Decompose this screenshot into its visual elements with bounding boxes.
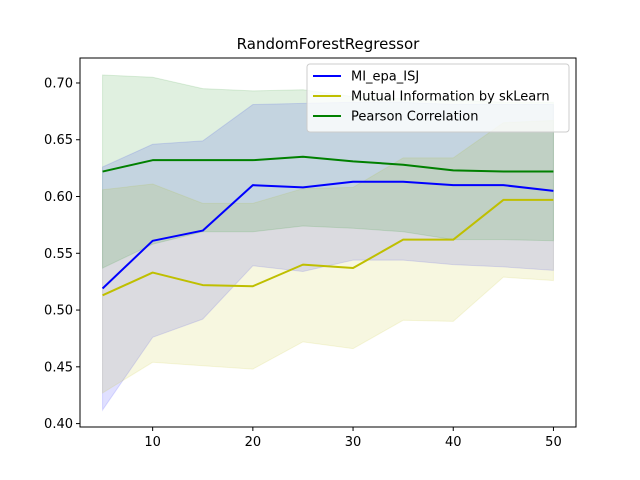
y-tick-label: 0.65 [44, 133, 73, 148]
x-tick-label: 40 [445, 435, 462, 450]
axes: 10 20 30 40 50 0.40 0.45 0.50 0.55 0.60 0.65 0.70 [44, 57, 577, 450]
x-tick-label: 10 [144, 435, 161, 450]
legend-label-mi-epa-isj: MI_epa_ISJ [351, 70, 419, 85]
y-tick-label: 0.40 [44, 417, 73, 432]
series-line-pearson-correlation [102, 155, 554, 173]
x-tick-label: 20 [245, 435, 262, 450]
y-tick-label: 0.50 [44, 304, 73, 319]
x-tick-label: 50 [545, 435, 562, 450]
y-tick-label: 0.45 [44, 360, 73, 375]
chart-title: RandomForestRegressor [237, 35, 421, 53]
legend-box [306, 63, 570, 133]
legend: MI_epa_ISJ Mutual Information by skLearn P… [306, 63, 570, 133]
y-tick-label: 0.55 [44, 247, 73, 262]
band-mutual-information-by-sklearn [102, 119, 554, 394]
legend-label-mutual-information-by-sklearn: Mutual Information by skLearn [351, 90, 550, 105]
band-mi-epa-isj [102, 101, 554, 412]
y-tick-label: 0.60 [44, 190, 73, 205]
plot-frame [79, 57, 577, 428]
series-line-mi-epa-isj [101, 180, 554, 290]
series-line-mutual-information-by-sklearn [102, 198, 554, 297]
x-tick-label: 30 [345, 435, 362, 450]
y-tick-label: 0.70 [44, 76, 73, 91]
series-lines [101, 155, 554, 297]
legend-label-pearson-correlation: Pearson Correlation [351, 110, 478, 125]
